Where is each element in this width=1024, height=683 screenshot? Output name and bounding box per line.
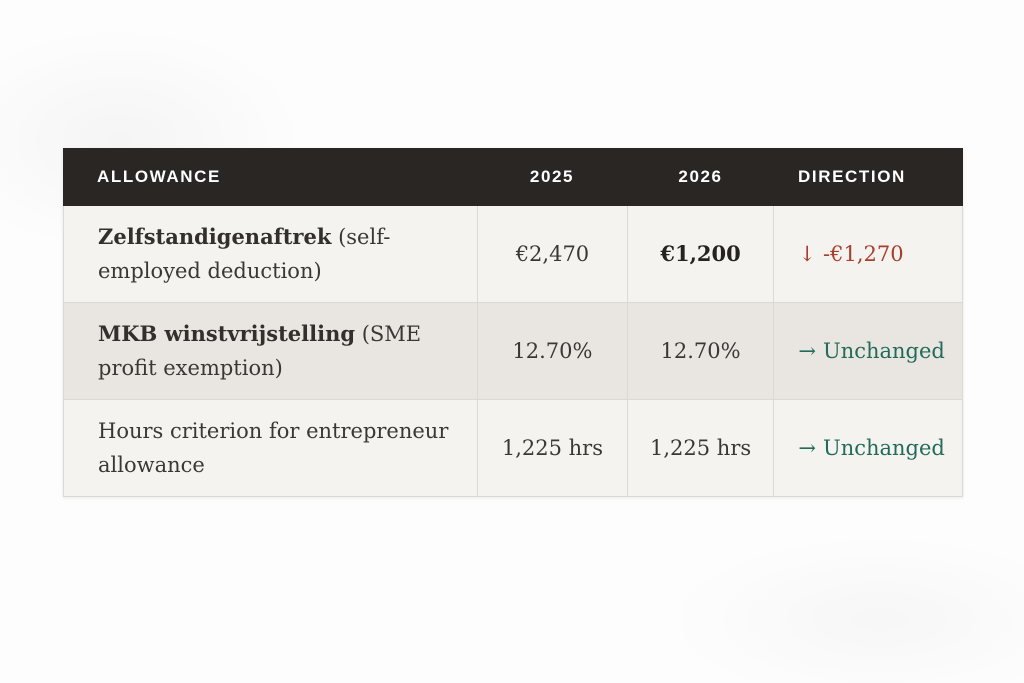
allowance-cell: MKB winstvrijstelling (SME profit exempt… <box>64 303 477 399</box>
table-row: MKB winstvrijstelling (SME profit exempt… <box>64 303 962 400</box>
year-2025-cell: 1,225 hrs <box>477 400 627 496</box>
table-header-row: ALLOWANCE 2025 2026 DIRECTION <box>63 148 963 206</box>
column-header-2025: 2025 <box>529 167 575 186</box>
year-2026-cell: 12.70% <box>626 303 774 399</box>
direction-label: ↓ -€1,270 <box>798 242 904 266</box>
table-row: Hours criterion for entrepreneur allowan… <box>64 400 962 497</box>
allowance-label: Hours criterion for entrepreneur allowan… <box>98 419 449 477</box>
right-arrow-icon: → <box>798 436 816 460</box>
allowance-label: Zelfstandigenaftrek (self-employed deduc… <box>98 224 391 283</box>
column-header-allowance: ALLOWANCE <box>97 167 221 186</box>
column-header-direction: DIRECTION <box>798 167 906 186</box>
column-header-2026: 2026 <box>678 167 723 186</box>
allowances-table: ALLOWANCE 2025 2026 DIRECTION Zelfstandi… <box>63 148 963 497</box>
down-arrow-icon: ↓ <box>798 242 816 266</box>
year-2026-cell: 1,225 hrs <box>626 400 774 496</box>
allowance-cell: Hours criterion for entrepreneur allowan… <box>64 400 477 496</box>
right-arrow-icon: → <box>798 339 816 363</box>
direction-cell: → Unchanged <box>773 303 962 399</box>
direction-label: → Unchanged <box>798 436 945 460</box>
year-2025-cell: 12.70% <box>477 303 627 399</box>
year-2026-cell: €1,200 <box>626 206 774 302</box>
year-2025-cell: €2,470 <box>477 206 627 302</box>
direction-cell: → Unchanged <box>773 400 962 496</box>
table-row: Zelfstandigenaftrek (self-employed deduc… <box>64 206 962 303</box>
direction-label: → Unchanged <box>798 339 945 363</box>
allowance-cell: Zelfstandigenaftrek (self-employed deduc… <box>64 206 477 302</box>
direction-cell: ↓ -€1,270 <box>773 206 962 302</box>
allowance-label: MKB winstvrijstelling (SME profit exempt… <box>98 321 422 380</box>
